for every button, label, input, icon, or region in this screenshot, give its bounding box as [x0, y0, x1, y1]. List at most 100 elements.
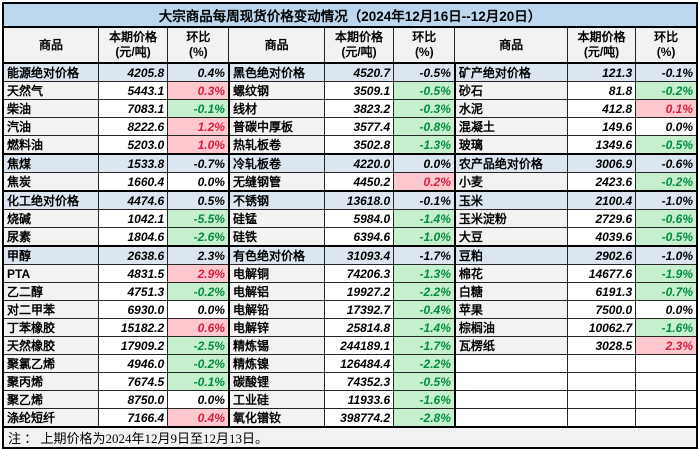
change-cell: 0.0%	[635, 300, 698, 319]
commodity-cell: 焦煤	[2, 153, 99, 173]
change-cell: -2.2%	[393, 354, 456, 373]
commodity-cell: 螺纹钢	[227, 81, 325, 100]
commodity-cell: 冷轧板卷	[227, 153, 325, 173]
price-cell: 6191.3	[566, 282, 637, 301]
col-header-change-1: 环比 (%)	[167, 26, 230, 64]
price-cell: 81.8	[566, 81, 637, 100]
commodity-cell: 涤纶短纤	[2, 408, 99, 428]
commodity-cell: 天然气	[2, 81, 99, 100]
price-header-line2: (元/吨)	[115, 45, 151, 59]
change-cell: -0.5%	[635, 227, 698, 247]
price-cell: 4751.3	[97, 282, 169, 301]
commodity-cell: 能源绝对价格	[2, 62, 99, 82]
price-cell: 31093.4	[323, 245, 395, 265]
commodity-cell: 甲醇	[2, 245, 99, 265]
table-body: 能源绝对价格 4205.8 0.4% 黑色绝对价格 4520.7 -0.5% 矿产绝对价格 1…	[2, 62, 698, 428]
change-cell: 1.2%	[167, 117, 230, 136]
commodity-cell: 豆粕	[453, 245, 568, 265]
price-header-line2: (元/吨)	[341, 45, 377, 59]
commodity-cell: 线材	[227, 99, 325, 118]
price-cell: 11933.6	[323, 390, 395, 409]
change-header-line2: (%)	[414, 45, 434, 59]
change-cell	[635, 354, 698, 373]
change-cell: -1.6%	[393, 390, 456, 409]
change-cell: -1.0%	[635, 190, 698, 210]
price-cell: 3006.9	[566, 153, 637, 173]
commodity-cell: 电解铜	[227, 264, 325, 283]
change-cell: -0.2%	[167, 282, 230, 301]
commodity-cell: 电解铝	[227, 282, 325, 301]
price-cell: 4946.0	[97, 354, 169, 373]
commodity-cell: 硅锰	[227, 209, 325, 228]
commodity-cell: PTA	[2, 264, 99, 283]
table-row: 能源绝对价格 4205.8 0.4% 黑色绝对价格 4520.7 -0.5% 矿产绝对价格 1…	[2, 62, 698, 82]
price-cell: 1533.8	[97, 153, 169, 173]
change-cell: 0.4%	[167, 62, 230, 82]
table-row: 对二甲苯 6930.0 0.0% 电解铅 17392.7 -0.4% 苹果 7500.0 0.0…	[2, 300, 698, 319]
commodity-cell: 汽油	[2, 117, 99, 136]
commodity-cell: 不锈钢	[227, 190, 325, 210]
commodity-cell: 精炼锡	[227, 336, 325, 355]
price-header-line1: 本期价格	[335, 30, 384, 44]
commodity-cell: 黑色绝对价格	[227, 62, 325, 82]
commodity-cell: 普碳中厚板	[227, 117, 325, 136]
price-cell: 5443.1	[97, 81, 169, 100]
price-cell: 3577.4	[323, 117, 395, 136]
change-cell: 0.1%	[635, 99, 698, 118]
commodity-cell: 水泥	[453, 99, 568, 118]
col-header-commodity-1: 商品	[2, 26, 99, 64]
table-row: 甲醇 2638.6 2.3% 有色绝对价格 31093.4 -1.7% 豆粕 2902.6 -1…	[2, 245, 698, 265]
table-row: 燃料油 5203.0 1.0% 热轧板卷 3502.8 -1.3% 玻璃 1349.6 -0.5…	[2, 135, 698, 155]
table-row: 聚乙烯 8750.0 0.0% 工业硅 11933.6 -1.6%	[2, 390, 698, 409]
commodity-cell: 棉花	[453, 264, 568, 283]
commodity-cell: 矿产绝对价格	[453, 62, 568, 82]
table-row: 天然气 5443.1 0.3% 螺纹钢 3509.1 -0.5% 砂石 81.8 -0.2%	[2, 81, 698, 100]
change-cell: -0.2%	[635, 172, 698, 192]
price-cell	[566, 408, 637, 428]
price-header-line1: 本期价格	[577, 30, 626, 44]
change-cell: -0.1%	[167, 99, 230, 118]
price-cell: 3028.5	[566, 336, 637, 355]
commodity-cell: 丁苯橡胶	[2, 318, 99, 337]
change-cell	[635, 390, 698, 409]
commodity-cell: 硅铁	[227, 227, 325, 247]
change-cell: -1.7%	[393, 336, 456, 355]
table-row: 涤纶短纤 7166.4 0.4% 氧化镨钕 398774.2 -2.8%	[2, 408, 698, 428]
table-row: 乙二醇 4751.3 -0.2% 电解铝 19927.2 -2.2% 白糖 6191.3 -0.…	[2, 282, 698, 301]
price-cell: 149.6	[566, 117, 637, 136]
commodity-cell: 柴油	[2, 99, 99, 118]
commodity-cell	[453, 408, 568, 428]
change-cell: -0.1%	[167, 372, 230, 391]
price-cell: 15182.2	[97, 318, 169, 337]
commodity-cell: 玉米	[453, 190, 568, 210]
price-cell: 4220.0	[323, 153, 395, 173]
table-row: 烧碱 1042.1 -5.5% 硅锰 5984.0 -1.4% 玉米淀粉 2729.6 -0.6…	[2, 209, 698, 228]
commodity-cell	[453, 372, 568, 391]
commodity-cell: 尿素	[2, 227, 99, 247]
change-cell: 0.3%	[167, 81, 230, 100]
table-row: PTA 4831.5 2.9% 电解铜 74206.3 -1.3% 棉花 14677.6 -1.…	[2, 264, 698, 283]
price-cell: 1042.1	[97, 209, 169, 228]
col-header-change-2: 环比 (%)	[393, 26, 456, 64]
price-cell: 412.8	[566, 99, 637, 118]
price-cell: 13618.0	[323, 190, 395, 210]
change-cell: 0.0%	[167, 390, 230, 409]
col-header-commodity-3: 商品	[454, 26, 568, 64]
page-title: 大宗商品每周现货价格变动情况（2024年12月16日--12月20日）	[2, 2, 698, 28]
change-cell: -1.4%	[393, 318, 456, 337]
change-cell: -1.3%	[393, 264, 456, 283]
price-cell: 2638.6	[97, 245, 169, 265]
commodity-cell: 燃料油	[2, 135, 99, 155]
price-cell: 5203.0	[97, 135, 169, 155]
commodity-cell: 有色绝对价格	[227, 245, 325, 265]
commodity-cell: 小麦	[453, 172, 568, 192]
price-cell: 1349.6	[566, 135, 637, 155]
commodity-cell: 碳酸锂	[227, 372, 325, 391]
change-cell: -1.4%	[393, 209, 456, 228]
change-cell: -1.6%	[635, 318, 698, 337]
commodity-cell: 聚氯乙烯	[2, 354, 99, 373]
commodity-cell: 聚乙烯	[2, 390, 99, 409]
commodity-cell: 棕榈油	[453, 318, 568, 337]
